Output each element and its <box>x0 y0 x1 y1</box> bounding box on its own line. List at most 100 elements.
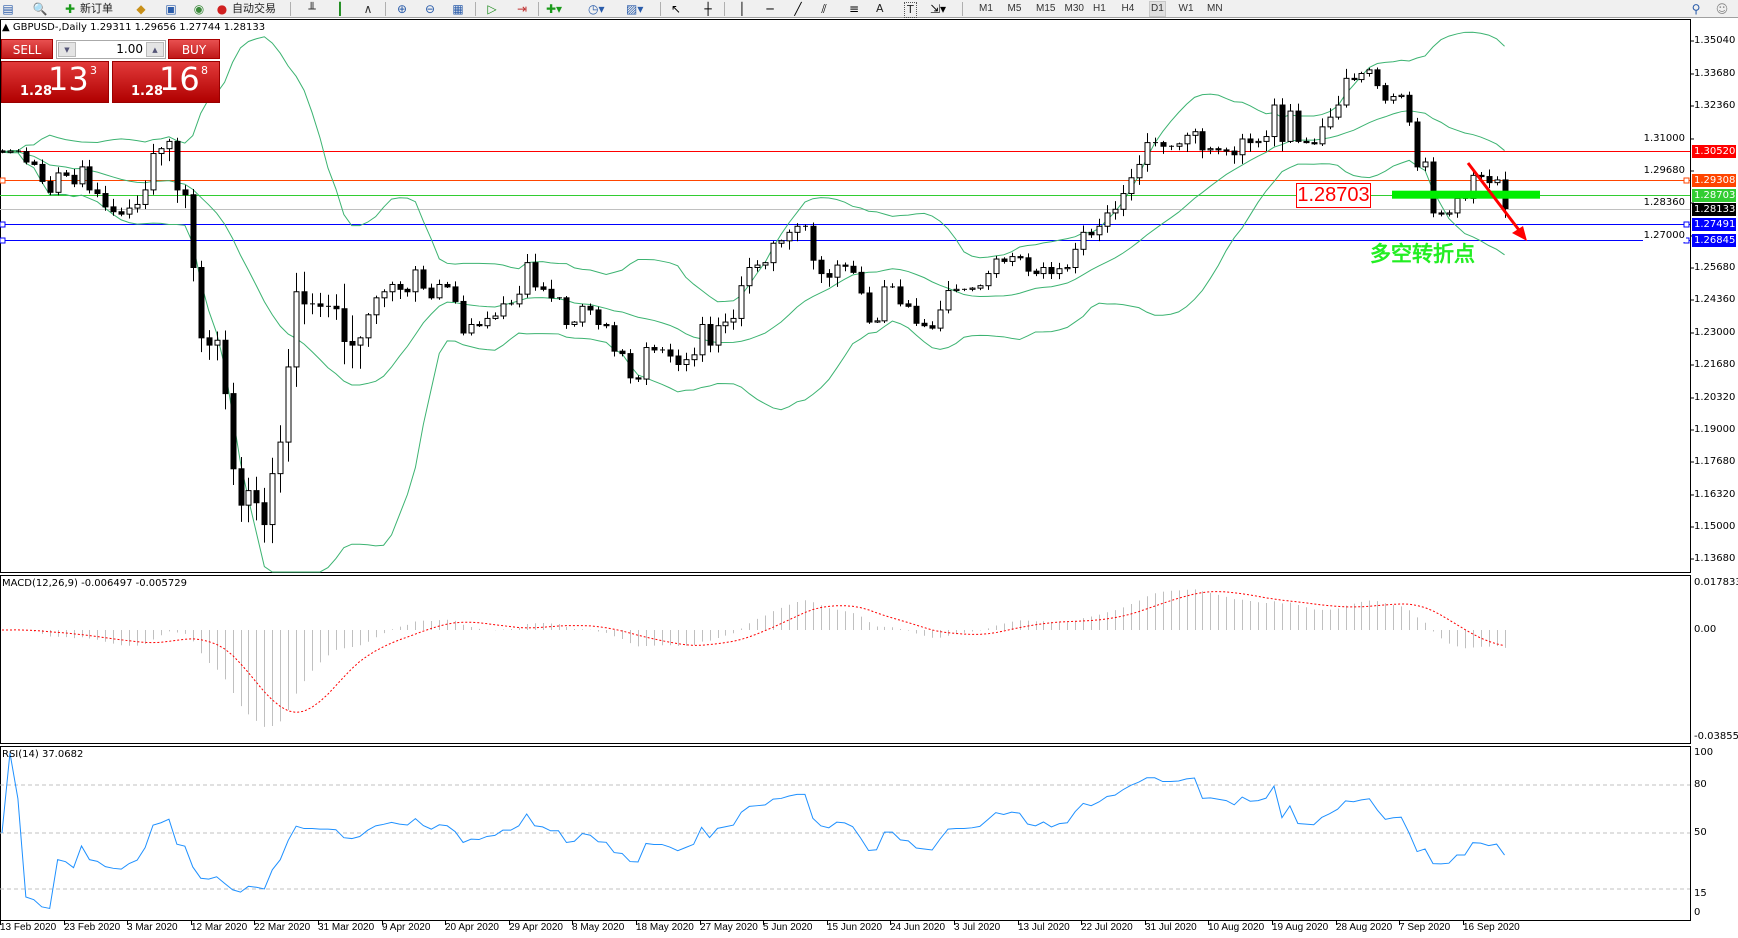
indicators-icon[interactable]: ✚▾ <box>546 2 563 16</box>
candle[interactable] <box>1438 210 1445 217</box>
candle[interactable] <box>691 347 698 367</box>
candle[interactable] <box>962 288 967 292</box>
community-icon[interactable]: ☺ <box>1715 2 1729 16</box>
candle[interactable] <box>595 306 602 330</box>
candle[interactable] <box>1343 68 1350 108</box>
line-marker-left[interactable] <box>0 177 6 184</box>
bar-chart-icon[interactable]: ╨ <box>308 2 316 16</box>
candle[interactable] <box>484 311 491 329</box>
candle[interactable] <box>826 269 833 287</box>
timeframe-d1[interactable]: D1 <box>1149 1 1166 17</box>
candle[interactable] <box>71 169 78 188</box>
timeframe-h4[interactable]: H4 <box>1121 3 1135 14</box>
auto-trading-icon[interactable]: ● <box>216 2 228 16</box>
candle[interactable] <box>1040 262 1047 279</box>
candle[interactable] <box>1207 146 1214 155</box>
candle[interactable] <box>858 266 865 295</box>
candle[interactable] <box>667 343 674 363</box>
candle[interactable] <box>627 349 634 384</box>
equidistant-channel-icon[interactable]: ⫽ <box>821 2 827 16</box>
candle[interactable] <box>1120 185 1127 217</box>
line-marker-left[interactable] <box>0 221 6 228</box>
candle[interactable] <box>150 143 157 195</box>
candle[interactable] <box>1072 242 1079 274</box>
candle[interactable] <box>198 260 205 353</box>
candle[interactable] <box>969 287 976 292</box>
candle[interactable] <box>1033 268 1040 277</box>
candle[interactable] <box>850 260 857 274</box>
candle[interactable] <box>1319 118 1326 147</box>
candle[interactable] <box>333 294 340 320</box>
buy-button[interactable]: BUY <box>168 39 220 59</box>
candle[interactable] <box>683 352 690 372</box>
collapse-triangle-icon[interactable]: ▲ <box>2 22 13 33</box>
candle[interactable] <box>285 349 292 462</box>
candle[interactable] <box>1223 147 1230 156</box>
candle[interactable] <box>579 303 586 327</box>
candle[interactable] <box>1192 128 1199 144</box>
timeframe-m5[interactable]: M5 <box>1007 3 1022 14</box>
candle[interactable] <box>524 254 531 298</box>
lot-decrease-button[interactable]: ▼ <box>58 42 76 57</box>
sell-price-box[interactable]: 1.28 13 3 <box>1 60 109 103</box>
candle[interactable] <box>1414 117 1421 171</box>
candle[interactable] <box>349 315 356 369</box>
auto-trading-button[interactable]: 自动交易 <box>232 2 276 15</box>
lot-value[interactable]: 1.00 <box>116 42 143 56</box>
lot-size-input[interactable]: ▼ 1.00 ▲ <box>56 40 166 59</box>
candle[interactable] <box>1382 82 1389 104</box>
candle[interactable] <box>468 318 475 336</box>
line-marker-right[interactable] <box>1683 177 1690 184</box>
candle[interactable] <box>397 281 404 299</box>
candle[interactable] <box>770 241 777 272</box>
candle[interactable] <box>929 321 936 330</box>
vertical-line-icon[interactable]: │ <box>738 2 746 16</box>
candle[interactable] <box>1271 98 1278 147</box>
metaeditor-icon[interactable]: ◆ <box>136 2 146 16</box>
chart-shift-icon[interactable]: ⇥ <box>516 2 528 16</box>
candle[interactable] <box>245 477 252 523</box>
auto-scroll-icon[interactable]: ▷ <box>487 2 497 16</box>
candle[interactable] <box>310 293 315 315</box>
candle[interactable] <box>1169 145 1174 151</box>
candle[interactable] <box>341 283 348 365</box>
candle[interactable] <box>1422 157 1429 172</box>
candle[interactable] <box>675 349 682 372</box>
candle[interactable] <box>0 149 6 154</box>
candle[interactable] <box>1112 201 1119 220</box>
candle[interactable] <box>326 294 331 318</box>
candle[interactable] <box>1295 103 1302 144</box>
candle[interactable] <box>754 260 761 272</box>
candle[interactable] <box>557 297 562 300</box>
candle[interactable] <box>810 222 817 270</box>
candle[interactable] <box>1017 254 1024 261</box>
crosshair-icon[interactable]: ┼ <box>704 2 712 16</box>
timeframe-mn[interactable]: MN <box>1207 3 1223 14</box>
candle[interactable] <box>1136 155 1143 185</box>
candle[interactable] <box>1080 225 1087 256</box>
candle[interactable] <box>1144 133 1151 172</box>
candle[interactable] <box>142 180 149 210</box>
candle[interactable] <box>563 296 570 329</box>
candle[interactable] <box>722 313 729 334</box>
candle[interactable] <box>1335 95 1342 120</box>
candle[interactable] <box>1486 169 1493 189</box>
candle[interactable] <box>301 271 308 325</box>
candle[interactable] <box>730 309 737 330</box>
candle[interactable] <box>94 182 101 198</box>
fibonacci-icon[interactable]: ≡ <box>848 2 860 16</box>
candle[interactable] <box>897 279 904 307</box>
candle[interactable] <box>158 146 165 166</box>
trendline-icon[interactable]: ╱ <box>794 2 802 16</box>
candle[interactable] <box>365 312 372 347</box>
candle[interactable] <box>1048 262 1055 279</box>
candle[interactable] <box>404 287 411 297</box>
candle[interactable] <box>55 167 62 196</box>
candle[interactable] <box>1311 138 1318 145</box>
candle[interactable] <box>746 257 753 294</box>
candle[interactable] <box>985 270 992 290</box>
candle[interactable] <box>1096 218 1103 242</box>
candle[interactable] <box>643 342 650 386</box>
candle[interactable] <box>993 255 1000 278</box>
candle[interactable] <box>1104 205 1111 233</box>
